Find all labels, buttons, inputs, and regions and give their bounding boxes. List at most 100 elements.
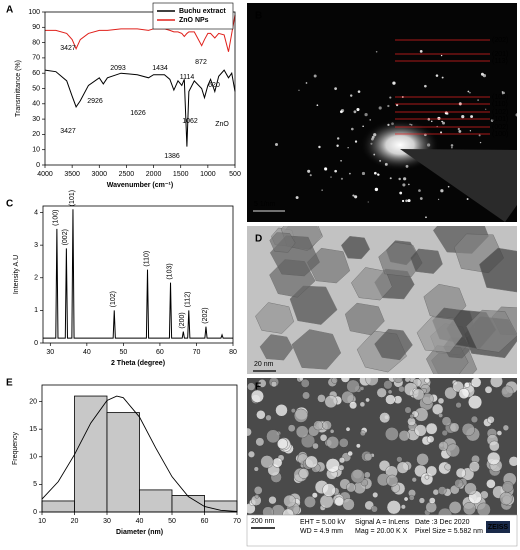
grain xyxy=(254,494,260,499)
logo-box xyxy=(486,521,510,533)
diffraction-spot xyxy=(318,145,321,149)
annotation: 3427 xyxy=(60,128,76,135)
diffraction-spot xyxy=(389,177,392,180)
grain xyxy=(404,378,411,383)
panel-label: C xyxy=(6,199,13,210)
diffraction-spot xyxy=(350,94,353,97)
grain xyxy=(338,457,346,464)
grain xyxy=(275,404,288,417)
diffraction-spot xyxy=(356,107,360,112)
y-tick-label: 80 xyxy=(32,39,40,46)
diffraction-spot xyxy=(389,96,392,99)
grain xyxy=(387,389,393,395)
diffraction-spot xyxy=(387,104,390,108)
annotation: 1114 xyxy=(180,74,195,81)
diffraction-spot xyxy=(467,90,470,93)
diffraction-spot xyxy=(440,54,443,57)
grain xyxy=(338,438,349,448)
grain xyxy=(326,436,340,449)
diffraction-spot xyxy=(353,110,357,114)
grain xyxy=(247,382,256,391)
annotation: (101) xyxy=(69,190,76,206)
diffraction-spot xyxy=(457,127,460,131)
diffraction-spot xyxy=(321,189,323,191)
diffraction-spot xyxy=(354,195,358,199)
diffraction-spot xyxy=(374,171,377,175)
x-tick-label: 1000 xyxy=(200,171,216,178)
grain xyxy=(257,379,267,388)
grain xyxy=(487,415,495,424)
diffraction-spot xyxy=(374,187,379,192)
tem-image xyxy=(247,226,517,374)
beam-stopper xyxy=(400,149,517,222)
grain xyxy=(496,430,503,436)
diffraction-spot xyxy=(336,144,339,147)
grain xyxy=(449,422,460,433)
grain xyxy=(363,471,371,479)
x-tick-label: 50 xyxy=(168,518,176,525)
y-tick-label: 50 xyxy=(32,85,40,92)
grain xyxy=(396,456,403,463)
diffraction-spot xyxy=(340,177,344,180)
grain xyxy=(428,497,436,504)
grain xyxy=(386,474,399,487)
grain xyxy=(458,388,470,399)
diffraction-spot xyxy=(313,74,317,78)
grain xyxy=(317,394,326,403)
grain xyxy=(414,424,427,437)
x-tick-label: 4000 xyxy=(37,171,53,178)
diffraction-spot xyxy=(405,199,408,203)
grain xyxy=(441,416,452,427)
y-tick-label: 40 xyxy=(32,101,40,108)
grain xyxy=(359,401,366,408)
x-axis-title: 2 Theta (degree) xyxy=(111,360,165,367)
grain xyxy=(409,413,415,419)
info-text: Pixel Size = 5.582 nm xyxy=(415,528,483,535)
x-tick-label: 70 xyxy=(233,518,241,525)
y-tick-label: 15 xyxy=(29,426,37,433)
diffraction-spot xyxy=(469,130,472,132)
grain xyxy=(260,455,274,469)
grain xyxy=(283,494,296,508)
grain xyxy=(487,451,501,466)
diffraction-spot xyxy=(450,144,454,147)
x-tick-label: 70 xyxy=(193,349,201,356)
diffraction-spot xyxy=(377,173,380,176)
annotation: (102) xyxy=(110,291,117,307)
grain xyxy=(437,397,445,405)
x-axis-title: Wavenumber (cm⁻¹) xyxy=(107,182,173,189)
particle xyxy=(374,328,413,361)
grain xyxy=(282,508,295,515)
particle xyxy=(340,236,371,260)
y-axis-title: Intensity A.U xyxy=(13,255,20,294)
grain xyxy=(276,438,288,450)
y-tick-label: 0 xyxy=(36,162,40,169)
grain xyxy=(455,402,462,409)
ring-label: (100) xyxy=(492,131,508,138)
grain xyxy=(486,479,496,489)
grain xyxy=(385,394,396,405)
ring-label: (101) xyxy=(492,116,508,123)
histogram-bar xyxy=(106,412,140,513)
diffraction-spot xyxy=(437,198,440,201)
diffraction-spot xyxy=(451,146,453,149)
grain xyxy=(407,417,416,426)
grain xyxy=(438,441,449,451)
diffraction-spot xyxy=(485,108,487,110)
grain xyxy=(293,408,308,423)
scale-label: 5 1/nm xyxy=(254,201,276,208)
grain xyxy=(372,491,379,498)
annotation: (200) xyxy=(179,312,186,328)
diffraction-spot xyxy=(437,116,441,121)
diffraction-spot xyxy=(402,183,406,187)
diffraction-spot xyxy=(403,177,407,181)
grain xyxy=(355,443,361,449)
grain xyxy=(325,458,340,473)
diffraction-spot xyxy=(517,117,519,119)
legend-box xyxy=(152,2,234,30)
particle xyxy=(410,248,443,274)
grain xyxy=(346,482,356,493)
diffraction-spot xyxy=(336,137,340,140)
annotation: (202) xyxy=(202,307,209,323)
